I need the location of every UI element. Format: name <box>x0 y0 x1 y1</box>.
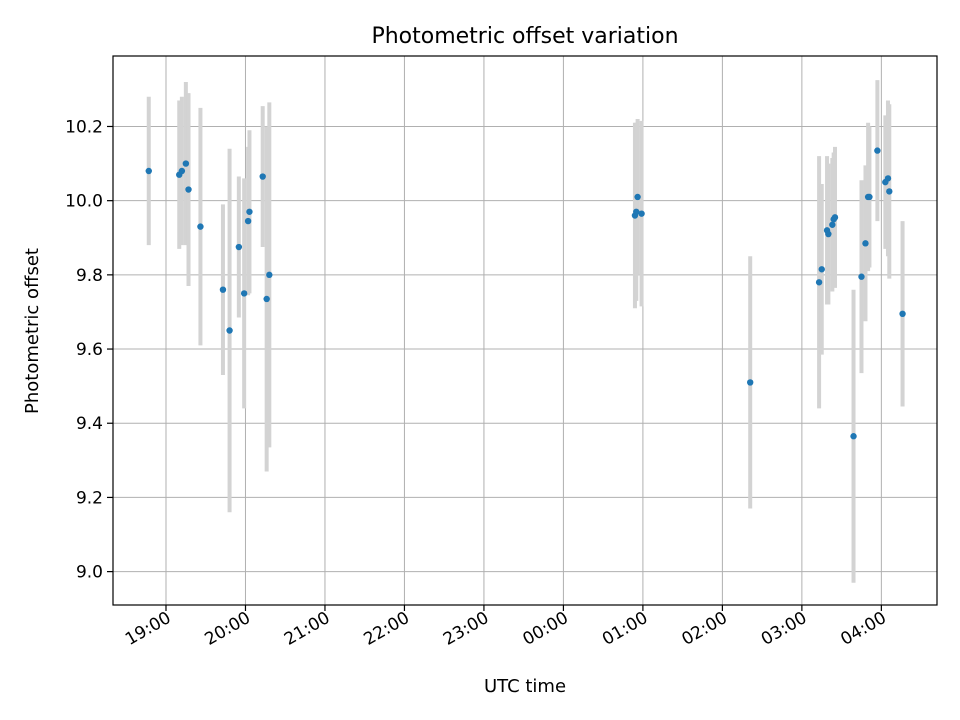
data-point <box>886 188 893 195</box>
data-point <box>884 175 892 182</box>
data-point <box>831 214 839 221</box>
data-point <box>829 221 836 228</box>
data-point <box>185 186 192 193</box>
chart-title: Photometric offset variation <box>371 24 678 49</box>
data-point <box>182 160 190 167</box>
x-tick-label: 01:00 <box>599 608 651 650</box>
y-tick-label: 10.2 <box>65 117 103 137</box>
data-points <box>145 147 906 440</box>
data-point <box>244 217 252 225</box>
x-tick-label: 00:00 <box>519 608 571 650</box>
x-tick-label: 03:00 <box>758 608 810 650</box>
data-point <box>818 266 825 273</box>
x-axis-label: UTC time <box>484 676 566 697</box>
x-tick-label: 22:00 <box>361 608 413 650</box>
data-point <box>246 208 253 215</box>
data-point <box>899 310 906 318</box>
y-tick-label: 9.8 <box>76 266 103 286</box>
x-tick-label: 21:00 <box>281 608 333 650</box>
data-point <box>263 295 270 303</box>
data-point <box>815 279 823 286</box>
y-tick-label: 9.0 <box>76 563 103 583</box>
data-point <box>874 147 881 154</box>
data-point <box>266 271 273 279</box>
data-point <box>145 167 152 175</box>
x-tick-label: 04:00 <box>837 608 889 650</box>
data-point <box>866 193 873 201</box>
x-axis-ticks: 19:00 20:00 21:00 22:00 23:00 00:00 01:00 02:00… <box>122 605 890 650</box>
y-tick-label: 10.0 <box>65 192 103 212</box>
data-point <box>240 290 248 297</box>
data-point <box>226 327 233 334</box>
x-tick-label: 23:00 <box>440 608 492 650</box>
data-point <box>862 240 869 247</box>
error-bars <box>146 80 905 583</box>
data-point <box>638 210 645 217</box>
data-point <box>634 193 641 201</box>
data-point <box>850 433 857 440</box>
grid-lines <box>113 56 937 605</box>
data-point <box>858 273 865 280</box>
y-axis-label: Photometric offset <box>22 248 43 414</box>
data-point <box>747 379 754 386</box>
data-point <box>633 208 640 215</box>
x-tick-label: 20:00 <box>202 608 254 650</box>
data-point <box>825 230 832 238</box>
y-tick-label: 9.6 <box>76 340 103 360</box>
y-tick-label: 9.2 <box>76 488 103 508</box>
y-axis-ticks: 9.0 9.2 9.4 9.6 9.8 10.0 10.2 <box>65 117 113 583</box>
data-point <box>219 286 227 293</box>
data-point <box>197 223 204 230</box>
y-tick-label: 9.4 <box>76 414 103 434</box>
x-tick-label: 19:00 <box>122 608 174 650</box>
data-point <box>259 173 266 180</box>
data-point <box>178 167 186 175</box>
x-tick-label: 02:00 <box>678 608 730 650</box>
plot-frame <box>112 55 938 606</box>
data-point <box>235 243 243 251</box>
